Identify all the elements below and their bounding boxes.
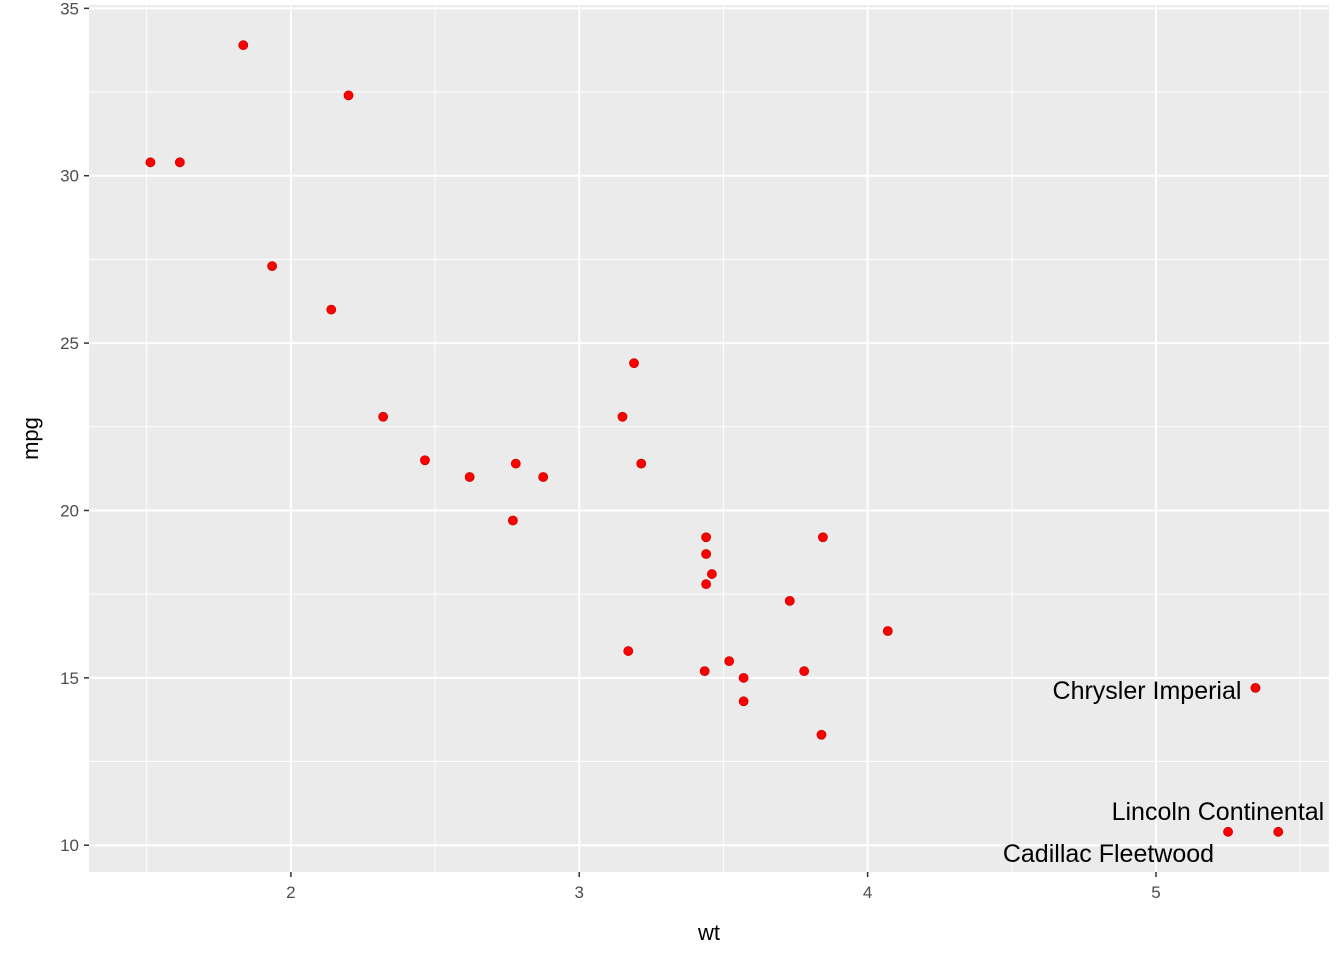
data-point (706, 569, 717, 579)
y-tick-label: 35 (60, 0, 79, 18)
data-point (1250, 682, 1261, 693)
grid-minor (89, 5, 1329, 872)
data-point (420, 455, 430, 466)
data-point (343, 90, 354, 101)
data-point (145, 157, 156, 168)
x-tick-label: 3 (574, 883, 583, 902)
data-point (510, 458, 521, 469)
data-point (784, 595, 795, 606)
data-point (738, 696, 749, 707)
x-tick-label: 5 (1151, 883, 1160, 902)
data-point (629, 358, 639, 369)
x-tick-label: 2 (286, 883, 295, 902)
y-tick-label: 30 (60, 167, 79, 186)
x-axis-title: wt (697, 920, 720, 945)
data-point (1273, 826, 1284, 837)
data-point (701, 549, 712, 559)
data-point (636, 458, 647, 469)
annotation-label: Chrysler Imperial (1053, 677, 1242, 705)
y-axis-title: mpg (18, 417, 43, 460)
data-point (538, 472, 549, 482)
y-tick-label: 10 (60, 836, 79, 855)
data-point (1223, 826, 1233, 837)
data-point (326, 304, 337, 315)
data-point (464, 472, 475, 482)
plot-panel (89, 5, 1329, 872)
data-point (238, 40, 249, 51)
data-point (882, 626, 893, 636)
x-tick-label: 4 (863, 883, 872, 902)
data-point (623, 646, 634, 656)
x-axis-ticks: 2 3 4 5 (286, 872, 1161, 902)
data-point (701, 532, 712, 543)
data-point (701, 579, 712, 590)
data-point (699, 666, 710, 677)
data-point (818, 532, 828, 543)
data-point (174, 157, 185, 168)
data-point (378, 411, 389, 422)
annotation-label: Cadillac Fleetwood (1003, 840, 1214, 868)
annotation-label: Lincoln Continental (1112, 798, 1325, 826)
y-tick-label: 25 (60, 334, 79, 353)
data-point (617, 411, 628, 422)
data-point (738, 672, 749, 683)
data-points (145, 40, 1284, 837)
data-point (724, 656, 735, 667)
grid-major (89, 5, 1329, 872)
point-annotations: Chrysler Imperial Lincoln Continental Cadi… (1003, 677, 1324, 868)
data-point (799, 666, 810, 677)
y-axis-ticks: 10 15 20 25 30 35 (60, 0, 89, 855)
data-point (508, 515, 518, 526)
y-tick-label: 20 (60, 501, 79, 520)
data-point (267, 261, 278, 272)
data-point (816, 729, 827, 740)
y-tick-label: 15 (60, 669, 79, 688)
